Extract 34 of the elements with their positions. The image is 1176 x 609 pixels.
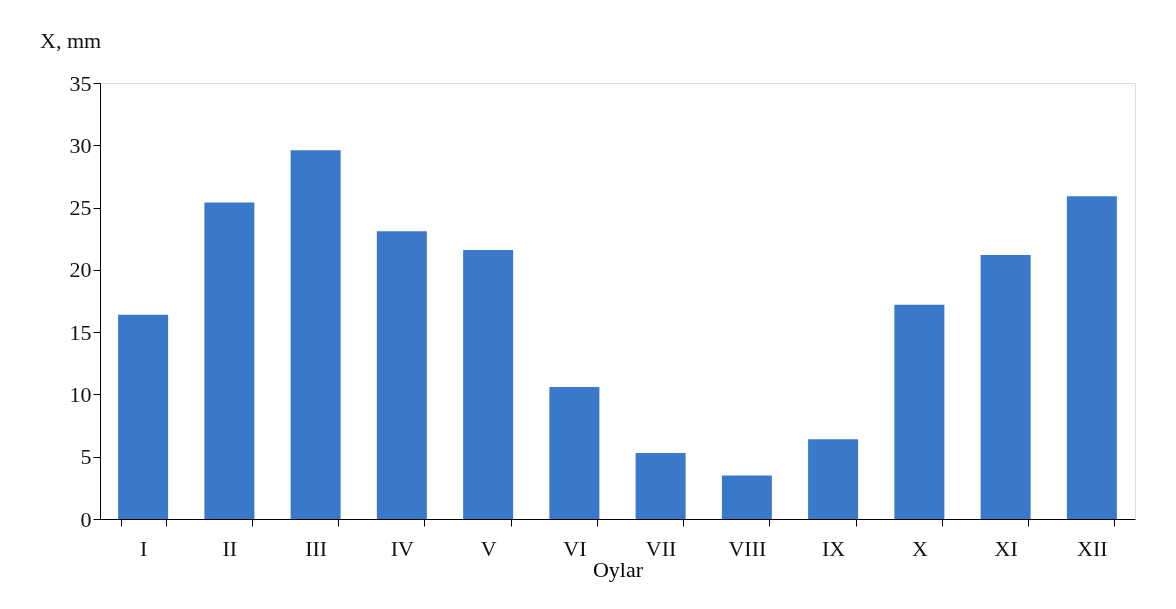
bar	[721, 475, 772, 519]
y-tick-label: 35	[69, 70, 92, 96]
x-tick-label: V	[480, 535, 497, 561]
bar	[290, 150, 341, 519]
y-tick-label: 20	[69, 257, 92, 283]
bar	[980, 254, 1031, 519]
x-tick-label: XI	[994, 535, 1018, 561]
y-tick-label: 5	[80, 444, 92, 470]
bar	[549, 386, 600, 519]
x-tick-label: IV	[390, 535, 415, 561]
bar	[204, 202, 255, 519]
y-tick-label: 0	[80, 506, 92, 532]
x-tick-label: III	[305, 535, 328, 561]
x-tick-label: XII	[1077, 535, 1108, 561]
x-tick-label: I	[139, 535, 148, 561]
x-axis-title: Oylar	[592, 556, 644, 582]
y-tick-label: 30	[69, 132, 92, 158]
x-tick-label: II	[222, 535, 238, 561]
y-tick-label: 10	[69, 381, 92, 407]
bar	[118, 314, 169, 519]
x-tick-label: IX	[822, 535, 846, 561]
y-axis-title: X, mm	[40, 28, 102, 53]
x-tick-label: X	[911, 535, 928, 561]
x-tick-label: VI	[563, 535, 587, 561]
y-tick-label: 15	[69, 319, 92, 345]
bar	[808, 439, 859, 519]
bar	[463, 249, 514, 519]
bar	[894, 304, 945, 519]
bar	[1066, 196, 1117, 519]
x-tick-label: VII	[645, 535, 677, 561]
x-tick-label: VIII	[728, 535, 767, 561]
bar	[376, 231, 427, 519]
y-tick-label: 25	[69, 195, 92, 221]
bar	[635, 452, 686, 519]
